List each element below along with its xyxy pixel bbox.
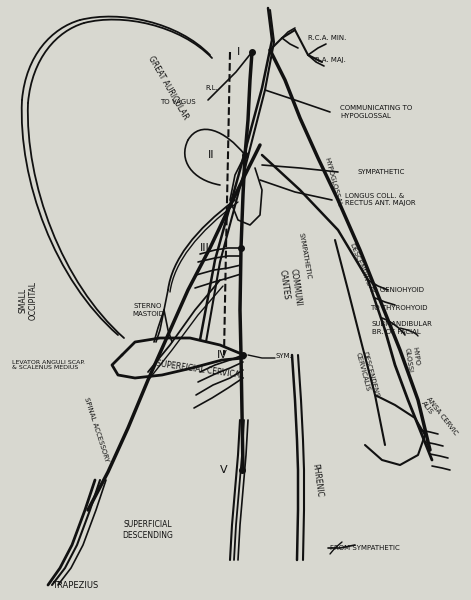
- Text: ANSA CERVIC
ALIS: ANSA CERVIC ALIS: [420, 395, 459, 440]
- Text: SYM.: SYM.: [276, 353, 293, 359]
- Text: FROM SYMPATHETIC: FROM SYMPATHETIC: [330, 545, 400, 551]
- Text: STERNO
MASTOID: STERNO MASTOID: [132, 304, 164, 317]
- Text: TO THYROHYOID: TO THYROHYOID: [370, 305, 428, 311]
- Text: HYPO
GLOSSI: HYPO GLOSSI: [404, 347, 421, 373]
- Text: SYMPATHETIC: SYMPATHETIC: [298, 232, 312, 280]
- Text: HYPOGLOSSAL: HYPOGLOSSAL: [323, 157, 342, 208]
- Text: R.L.: R.L.: [205, 85, 218, 91]
- Text: TO GENIOHYOID: TO GENIOHYOID: [368, 287, 424, 293]
- Text: COMMUNICATING TO
HYPOGLOSSAL: COMMUNICATING TO HYPOGLOSSAL: [340, 106, 412, 118]
- Text: I: I: [237, 47, 240, 57]
- Text: III: III: [200, 243, 210, 253]
- Text: SMALL
OCCIPITAL: SMALL OCCIPITAL: [18, 280, 38, 319]
- Text: V: V: [220, 465, 228, 475]
- Text: DESCENDING: DESCENDING: [348, 242, 371, 287]
- Text: TO VAGUS: TO VAGUS: [160, 99, 196, 105]
- Text: II: II: [208, 150, 214, 160]
- Text: LEVATOR ANGULI SCAP.
& SCALENUS MEDIUS: LEVATOR ANGULI SCAP. & SCALENUS MEDIUS: [12, 359, 85, 370]
- Text: IV: IV: [217, 350, 228, 360]
- Text: SUPERFICIAL
DESCENDING: SUPERFICIAL DESCENDING: [122, 520, 173, 540]
- Text: COMMUNI
CANTES: COMMUNI CANTES: [278, 268, 302, 308]
- Text: GREAT AURICULAR: GREAT AURICULAR: [146, 55, 190, 121]
- Text: LONGUS COLL. &
RECTUS ANT. MAJOR: LONGUS COLL. & RECTUS ANT. MAJOR: [345, 193, 415, 206]
- Text: PHRENIC: PHRENIC: [310, 463, 324, 497]
- Text: DESCENDENS
CERVICALIS: DESCENDENS CERVICALIS: [355, 350, 380, 400]
- Text: R.A. MAJ.: R.A. MAJ.: [315, 57, 346, 63]
- Text: R.C.A. MIN.: R.C.A. MIN.: [308, 35, 346, 41]
- Text: SYMPATHETIC: SYMPATHETIC: [358, 169, 406, 175]
- Text: SPINAL ACCESSORY: SPINAL ACCESSORY: [83, 397, 109, 463]
- Text: SUPERFICIAL CERVICAL: SUPERFICIAL CERVICAL: [156, 359, 244, 380]
- Text: TRAPEZIUS: TRAPEZIUS: [52, 581, 98, 589]
- Text: SUBMANDIBULAR
BR. OF FACIAL: SUBMANDIBULAR BR. OF FACIAL: [372, 322, 433, 335]
